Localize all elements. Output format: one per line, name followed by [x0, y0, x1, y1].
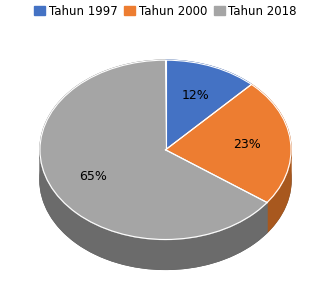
- Polygon shape: [166, 60, 252, 150]
- Polygon shape: [40, 150, 267, 269]
- Text: 23%: 23%: [233, 138, 260, 151]
- Text: 12%: 12%: [182, 89, 210, 102]
- Ellipse shape: [40, 90, 291, 270]
- Polygon shape: [40, 60, 267, 240]
- Text: 65%: 65%: [79, 170, 107, 183]
- Polygon shape: [166, 84, 291, 203]
- Ellipse shape: [40, 60, 291, 240]
- Polygon shape: [267, 150, 291, 233]
- Legend: Tahun 1997, Tahun 2000, Tahun 2018: Tahun 1997, Tahun 2000, Tahun 2018: [30, 0, 301, 23]
